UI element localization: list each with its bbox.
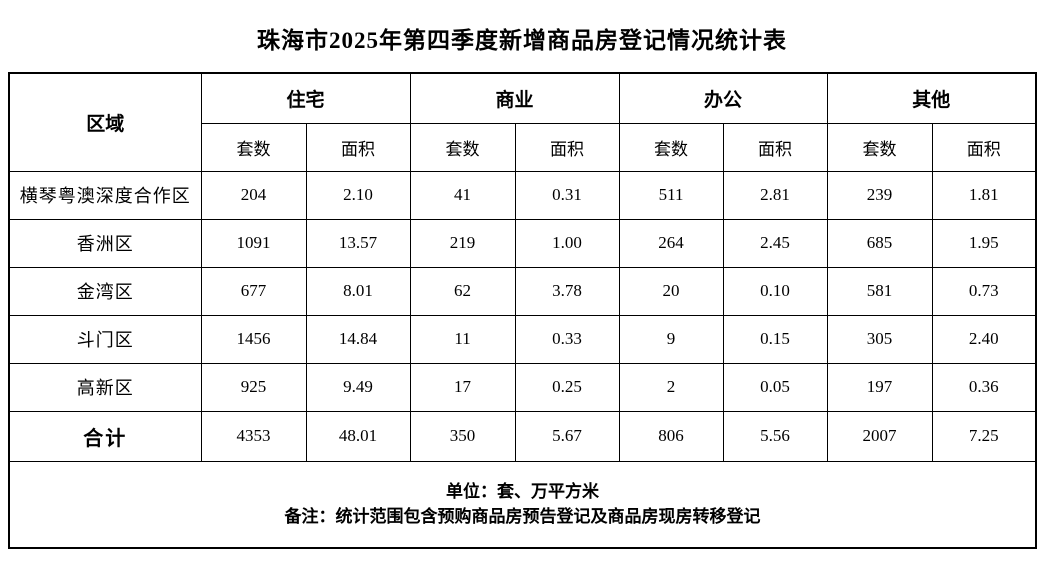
value-cell: 581: [826, 266, 933, 316]
value-cell: 9.49: [305, 362, 411, 412]
value-cell: 1.81: [931, 170, 1037, 220]
value-cell: 305: [826, 314, 933, 364]
table-row: 金湾区 677 8.01 62 3.78 20 0.10 581 0.73: [8, 266, 1037, 316]
value-cell: 11: [409, 314, 516, 364]
value-cell: 0.25: [514, 362, 620, 412]
value-cell: 2007: [826, 410, 933, 462]
statistics-table: 区域 住宅 商业 办公 其他 套数 面积 套数 面积 套数 面积 套数 面积 横…: [8, 72, 1038, 549]
value-cell: 8.01: [305, 266, 411, 316]
region-name-cell: 斗门区: [8, 314, 202, 364]
value-cell: 5.56: [722, 410, 828, 462]
table-header: 区域 住宅 商业 办公 其他 套数 面积 套数 面积 套数 面积 套数 面积: [8, 72, 1037, 172]
value-cell: 4353: [200, 410, 307, 462]
value-cell: 0.36: [931, 362, 1037, 412]
value-cell: 1456: [200, 314, 307, 364]
value-cell: 511: [618, 170, 724, 220]
value-cell: 925: [200, 362, 307, 412]
group-header-residential: 住宅: [200, 72, 411, 124]
subheader-units: 套数: [409, 122, 516, 172]
value-cell: 239: [826, 170, 933, 220]
value-cell: 2.40: [931, 314, 1037, 364]
group-header-commercial: 商业: [409, 72, 620, 124]
value-cell: 2.81: [722, 170, 828, 220]
value-cell: 14.84: [305, 314, 411, 364]
value-cell: 20: [618, 266, 724, 316]
value-cell: 13.57: [305, 218, 411, 268]
value-cell: 2.45: [722, 218, 828, 268]
value-cell: 219: [409, 218, 516, 268]
unit-note: 单位：套、万平方米: [446, 482, 600, 502]
table-body: 横琴粤澳深度合作区 204 2.10 41 0.31 511 2.81 239 1.81 香洲区 1…: [8, 170, 1037, 462]
total-row: 合计 4353 48.01 350 5.67 806 5.56 2007 7.25: [8, 410, 1037, 462]
value-cell: 0.15: [722, 314, 828, 364]
value-cell: 0.33: [514, 314, 620, 364]
header-sub-row: 套数 面积 套数 面积 套数 面积 套数 面积: [9, 122, 1037, 172]
value-cell: 1.95: [931, 218, 1037, 268]
value-cell: 9: [618, 314, 724, 364]
subheader-units: 套数: [826, 122, 933, 172]
subheader-units: 套数: [618, 122, 724, 172]
value-cell: 3.78: [514, 266, 620, 316]
value-cell: 1091: [200, 218, 307, 268]
value-cell: 5.67: [514, 410, 620, 462]
value-cell: 197: [826, 362, 933, 412]
group-header-other: 其他: [826, 72, 1037, 124]
page-title: 珠海市2025年第四季度新增商品房登记情况统计表: [257, 28, 787, 53]
subheader-area: 面积: [931, 122, 1037, 172]
region-name-cell: 高新区: [8, 362, 202, 412]
table-row: 斗门区 1456 14.84 11 0.33 9 0.15 305 2.40: [8, 314, 1037, 364]
value-cell: 1.00: [514, 218, 620, 268]
value-cell: 0.10: [722, 266, 828, 316]
header-group-row: 区域 住宅 商业 办公 其他: [8, 72, 1037, 172]
value-cell: 2.10: [305, 170, 411, 220]
value-cell: 677: [200, 266, 307, 316]
value-cell: 685: [826, 218, 933, 268]
value-cell: 806: [618, 410, 724, 462]
value-cell: 2: [618, 362, 724, 412]
value-cell: 41: [409, 170, 516, 220]
region-name-cell: 横琴粤澳深度合作区: [8, 170, 202, 220]
group-header-office: 办公: [618, 72, 828, 124]
subheader-area: 面积: [722, 122, 828, 172]
value-cell: 204: [200, 170, 307, 220]
table-footer: 单位：套、万平方米 备注：统计范围包含预购商品房预告登记及商品房现房转移登记: [8, 460, 1037, 549]
region-name-cell: 金湾区: [8, 266, 202, 316]
value-cell: 0.73: [931, 266, 1037, 316]
table-row: 横琴粤澳深度合作区 204 2.10 41 0.31 511 2.81 239 1.81: [8, 170, 1037, 220]
value-cell: 264: [618, 218, 724, 268]
total-label-cell: 合计: [8, 410, 202, 462]
remark-note: 备注：统计范围包含预购商品房预告登记及商品房现房转移登记: [284, 507, 761, 527]
subheader-area: 面积: [514, 122, 620, 172]
table-row: 香洲区 1091 13.57 219 1.00 264 2.45 685 1.95: [8, 218, 1037, 268]
subheader-units: 套数: [200, 122, 307, 172]
subheader-area: 面积: [305, 122, 411, 172]
footnote-cell: 单位：套、万平方米 备注：统计范围包含预购商品房预告登记及商品房现房转移登记: [8, 460, 1037, 549]
value-cell: 0.31: [514, 170, 620, 220]
table-row: 高新区 925 9.49 17 0.25 2 0.05 197 0.36: [8, 362, 1037, 412]
region-name-cell: 香洲区: [8, 218, 202, 268]
value-cell: 62: [409, 266, 516, 316]
value-cell: 48.01: [305, 410, 411, 462]
region-column-header: 区域: [8, 72, 202, 172]
value-cell: 7.25: [931, 410, 1037, 462]
value-cell: 350: [409, 410, 516, 462]
value-cell: 17: [409, 362, 516, 412]
footnote-row: 单位：套、万平方米 备注：统计范围包含预购商品房预告登记及商品房现房转移登记: [8, 460, 1037, 549]
value-cell: 0.05: [722, 362, 828, 412]
